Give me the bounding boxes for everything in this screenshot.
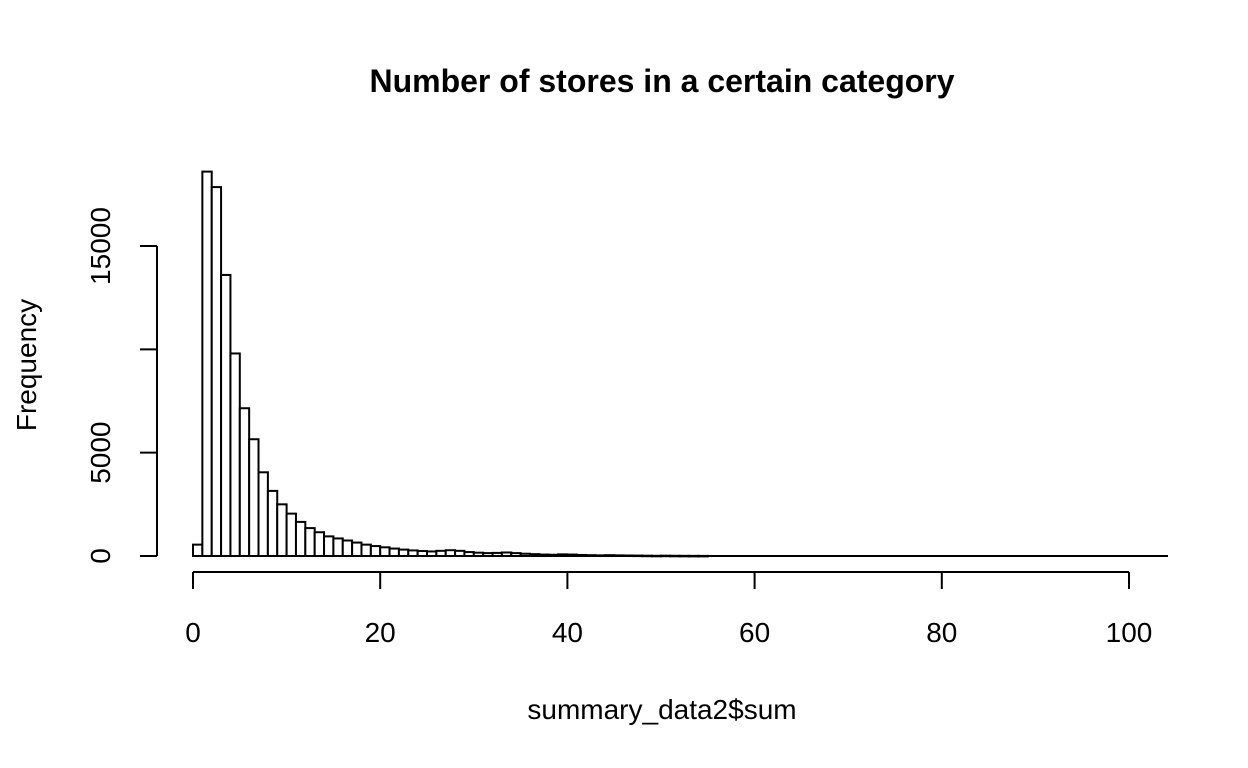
y-axis: 0 5000 15000: [85, 207, 158, 564]
histogram-bar: [341, 539, 354, 557]
x-tick-label: 100: [1106, 617, 1153, 648]
histogram-bar: [238, 407, 251, 557]
x-tick-label: 60: [739, 617, 770, 648]
histogram-bar: [304, 527, 316, 557]
histogram-bars: [192, 170, 709, 558]
x-tick-label: 20: [365, 617, 396, 648]
histogram-bar: [192, 543, 204, 558]
y-axis-label: Frequency: [11, 299, 42, 431]
histogram-bar: [276, 503, 288, 558]
histogram-bar: [332, 537, 344, 558]
y-tick-label: 5000: [85, 422, 116, 484]
y-tick-label: 0: [85, 548, 116, 564]
histogram-bar: [388, 547, 400, 557]
histogram-bar: [360, 543, 372, 558]
x-tick-label: 80: [926, 617, 957, 648]
histogram-bar: [285, 512, 297, 558]
histogram-bar: [313, 531, 326, 558]
histogram-bar: [323, 535, 335, 557]
histogram-bar: [351, 541, 363, 557]
histogram-bar: [257, 471, 269, 557]
histogram-bar: [210, 186, 223, 557]
x-axis-label: summary_data2$sum: [527, 694, 796, 725]
histogram-bar: [369, 545, 382, 558]
histogram-bar: [220, 273, 232, 557]
x-axis: 0 20 40 60 80 100: [185, 571, 1153, 648]
histogram-bar: [248, 438, 260, 558]
x-tick-label: 40: [552, 617, 583, 648]
histogram-bar: [266, 489, 279, 557]
x-tick-label: 0: [185, 617, 201, 648]
histogram-bar: [379, 546, 391, 558]
histogram-bar: [294, 520, 307, 558]
histogram-bar: [229, 352, 241, 558]
chart-title: Number of stores in a certain category: [369, 63, 954, 99]
histogram-bar: [201, 170, 213, 557]
y-tick-label: 15000: [85, 207, 116, 285]
